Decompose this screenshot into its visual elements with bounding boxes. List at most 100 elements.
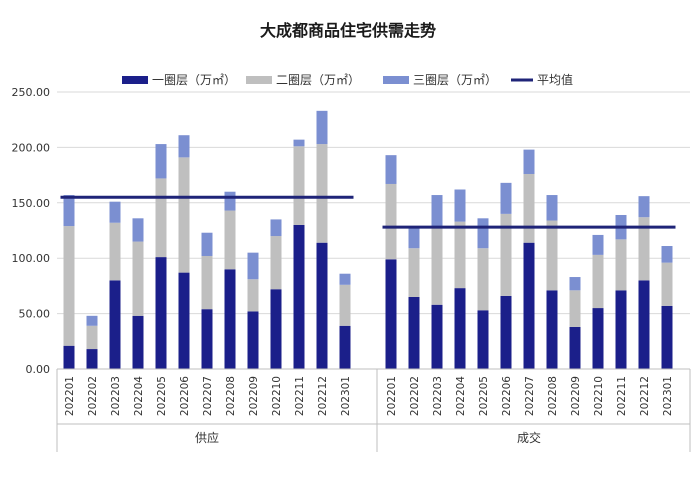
bar-segment xyxy=(546,220,558,291)
bar-segment xyxy=(270,219,282,237)
bar-segment xyxy=(408,296,420,369)
bar-segment xyxy=(569,277,581,291)
bar-segment xyxy=(178,135,190,158)
x-tick-label: 202206 xyxy=(179,376,191,416)
y-tick-label: 0.00 xyxy=(26,363,51,376)
x-tick-label: 202212 xyxy=(639,376,651,416)
bar-segment xyxy=(63,226,75,346)
bar-segment xyxy=(477,248,489,311)
bar-segment xyxy=(247,279,259,312)
bar-segment xyxy=(178,272,190,369)
x-tick-label: 202208 xyxy=(547,376,559,416)
x-tick-label: 202211 xyxy=(616,376,628,416)
bar-segment xyxy=(592,308,604,369)
bar-segment xyxy=(270,236,282,290)
y-tick-label: 50.00 xyxy=(19,308,51,321)
chart-title: 大成都商品住宅供需走势 xyxy=(260,21,436,40)
bar-segment xyxy=(661,262,673,306)
bar-segment xyxy=(86,315,98,326)
bar-segment xyxy=(523,149,535,174)
bar-segment xyxy=(316,242,328,369)
bar-segment xyxy=(500,182,512,214)
bar-segment xyxy=(86,325,98,350)
x-tick-label: 202204 xyxy=(455,376,467,416)
bar-segment xyxy=(224,191,236,211)
bar-segment xyxy=(546,290,558,369)
x-tick-label: 202201 xyxy=(386,376,398,416)
bar-segment xyxy=(408,248,420,297)
bar-segment xyxy=(523,173,535,243)
x-tick-label: 202301 xyxy=(340,376,352,416)
legend: 一圈层（万㎡） 二圈层（万㎡） 三圈层（万㎡） 平均值 xyxy=(122,72,573,87)
bar-segment xyxy=(592,254,604,309)
x-tick-label: 202201 xyxy=(64,376,76,416)
x-tick-label: 202212 xyxy=(317,376,329,416)
x-tick-label: 202204 xyxy=(133,376,145,416)
bar-segment xyxy=(109,280,121,369)
bar-segment xyxy=(293,224,305,369)
bar-segment xyxy=(293,139,305,147)
bar-segment xyxy=(454,221,466,289)
bar-segment xyxy=(615,290,627,369)
bars xyxy=(63,110,673,369)
x-tick-label: 202205 xyxy=(156,376,168,416)
legend-label: 一圈层（万㎡） xyxy=(152,73,236,87)
bar-segment xyxy=(638,217,650,281)
x-tick-label: 202203 xyxy=(110,376,122,416)
x-tick-label: 202209 xyxy=(570,376,582,416)
x-tick-label: 202210 xyxy=(271,376,283,416)
legend-label: 二圈层（万㎡） xyxy=(276,73,360,87)
bar-segment xyxy=(63,195,75,227)
bar-segment xyxy=(339,325,351,369)
bar-segment xyxy=(661,246,673,263)
x-tick-label: 202301 xyxy=(662,376,674,416)
bar-segment xyxy=(247,311,259,369)
x-tick-label: 202209 xyxy=(248,376,260,416)
legend-label: 平均值 xyxy=(537,72,573,87)
bar-segment xyxy=(270,289,282,369)
y-tick-label: 150.00 xyxy=(12,197,51,210)
bar-segment xyxy=(155,144,167,179)
bar-segment xyxy=(339,273,351,285)
bar-segment xyxy=(385,155,397,184)
x-tick-label: 202207 xyxy=(524,376,536,416)
x-tick-label: 202208 xyxy=(225,376,237,416)
bar-segment xyxy=(638,280,650,369)
x-tick-label: 202210 xyxy=(593,376,605,416)
bar-segment xyxy=(385,183,397,260)
x-tick-label: 202211 xyxy=(294,376,306,416)
bar-segment xyxy=(247,252,259,280)
bar-segment xyxy=(339,284,351,326)
bar-segment xyxy=(224,210,236,270)
group-label: 成交 xyxy=(517,430,541,445)
bar-segment xyxy=(477,218,489,249)
bar-segment xyxy=(178,157,190,273)
bar-segment xyxy=(132,241,144,316)
bar-segment xyxy=(109,201,121,223)
bar-segment xyxy=(155,257,167,369)
bar-segment xyxy=(86,349,98,369)
bar-segment xyxy=(431,304,443,369)
bar-segment xyxy=(523,242,535,369)
x-tick-label: 202205 xyxy=(478,376,490,416)
y-axis: 0.00 50.00 100.00 150.00 200.00 250.00 xyxy=(12,86,51,376)
bar-segment xyxy=(316,110,328,145)
legend-swatch xyxy=(383,76,409,84)
legend-label: 三圈层（万㎡） xyxy=(413,73,497,87)
bar-segment xyxy=(155,178,167,258)
bar-segment xyxy=(500,295,512,369)
x-tick-label: 202203 xyxy=(432,376,444,416)
bar-segment xyxy=(132,218,144,242)
bar-segment xyxy=(63,345,75,369)
bar-segment xyxy=(293,146,305,225)
legend-swatch xyxy=(246,76,272,84)
bar-segment xyxy=(661,305,673,369)
bar-segment xyxy=(454,288,466,369)
bar-segment xyxy=(431,227,443,305)
bar-segment xyxy=(615,239,627,291)
group-label: 供应 xyxy=(195,430,219,445)
y-tick-label: 200.00 xyxy=(12,141,51,154)
average-lines xyxy=(60,195,676,229)
bar-segment xyxy=(316,144,328,243)
